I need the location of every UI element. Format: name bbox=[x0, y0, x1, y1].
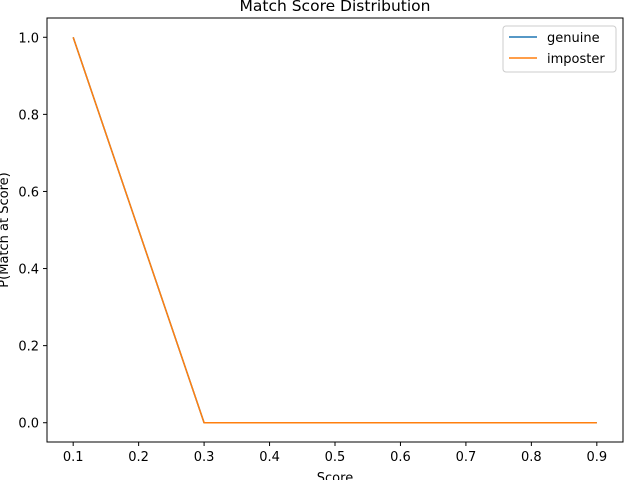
x-tick-label: 0.2 bbox=[128, 450, 149, 465]
y-tick-label: 0.2 bbox=[18, 340, 39, 355]
legend: genuine imposter bbox=[502, 25, 617, 73]
x-tick-label: 0.9 bbox=[586, 450, 607, 465]
x-tick-label: 0.7 bbox=[456, 450, 477, 465]
x-tick-label: 0.3 bbox=[194, 450, 215, 465]
y-axis: 0.0 0.2 0.4 0.6 0.8 1.0 bbox=[18, 31, 47, 432]
chart-title: Match Score Distribution bbox=[240, 0, 431, 15]
x-tick-label: 0.6 bbox=[390, 450, 411, 465]
series-line-imposter bbox=[72, 37, 597, 424]
y-tick-label: 0.8 bbox=[18, 108, 39, 123]
legend-label-imposter: imposter bbox=[547, 52, 605, 67]
y-tick-label: 0.0 bbox=[18, 417, 39, 432]
series-layer bbox=[72, 37, 597, 424]
x-tick-label: 0.1 bbox=[63, 450, 84, 465]
y-tick-label: 0.6 bbox=[18, 185, 39, 200]
x-tick-label: 0.4 bbox=[259, 450, 280, 465]
x-tick-label: 0.8 bbox=[521, 450, 542, 465]
y-tick-label: 1.0 bbox=[18, 31, 39, 46]
x-axis: 0.1 0.2 0.3 0.4 0.5 0.6 0.7 0.8 0.9 bbox=[63, 442, 607, 465]
y-tick-label: 0.4 bbox=[18, 263, 39, 278]
x-tick-label: 0.5 bbox=[325, 450, 346, 465]
y-axis-label: P(Match at Score) bbox=[0, 172, 12, 287]
legend-label-genuine: genuine bbox=[547, 31, 600, 46]
x-axis-label: Score bbox=[317, 471, 353, 480]
